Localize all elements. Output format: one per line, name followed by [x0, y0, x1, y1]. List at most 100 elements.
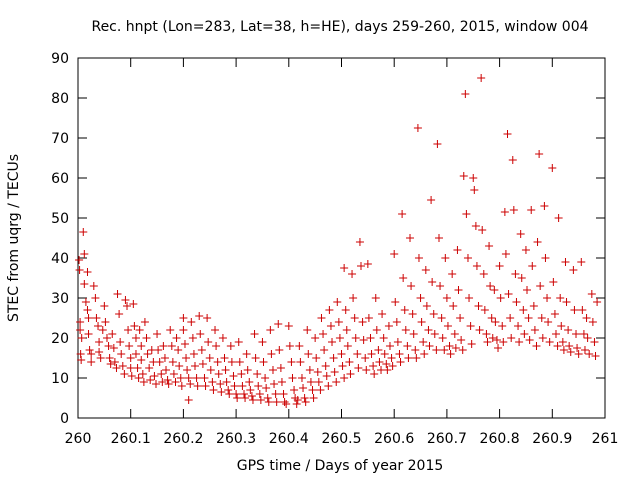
data-point [541, 254, 550, 262]
data-point [326, 322, 335, 330]
data-point [524, 314, 533, 322]
data-point [548, 164, 557, 172]
data-point [311, 334, 320, 342]
data-point [559, 346, 568, 354]
data-point [443, 322, 452, 330]
data-point [225, 390, 234, 398]
data-point [490, 286, 499, 294]
data-point [549, 278, 558, 286]
data-point [553, 342, 562, 350]
data-point [350, 314, 359, 322]
data-point [353, 350, 362, 358]
data-point [129, 300, 138, 308]
data-point [335, 334, 344, 342]
data-point [109, 344, 118, 352]
x-axis-label: GPS time / Days of year 2015 [237, 458, 444, 474]
data-point [306, 378, 315, 386]
data-point [345, 358, 354, 366]
data-point [227, 358, 236, 366]
data-point [143, 350, 152, 358]
data-point [501, 250, 510, 258]
data-point [117, 350, 126, 358]
data-point [124, 326, 133, 334]
data-point [213, 358, 222, 366]
data-point [142, 334, 151, 342]
data-point [393, 338, 402, 346]
y-tick-label: 90 [51, 51, 69, 67]
data-point [135, 326, 144, 334]
data-point [593, 298, 602, 306]
data-point [176, 374, 185, 382]
data-point [332, 378, 341, 386]
y-tick-label: 10 [51, 371, 69, 387]
data-point [557, 322, 566, 330]
data-point [121, 296, 130, 304]
data-point [572, 330, 581, 338]
data-point [187, 318, 196, 326]
data-point [442, 294, 451, 302]
data-point [348, 270, 357, 278]
data-point [104, 342, 113, 350]
data-point [401, 326, 410, 334]
data-point [407, 282, 416, 290]
data-point [183, 366, 192, 374]
data-point [282, 400, 291, 408]
data-point [361, 354, 370, 362]
data-point [158, 378, 167, 386]
data-point [226, 342, 235, 350]
data-point [299, 384, 308, 392]
data-point [543, 294, 552, 302]
data-point [79, 228, 88, 236]
data-point [330, 368, 339, 376]
data-point [566, 348, 575, 356]
data-point [371, 294, 380, 302]
data-point [316, 386, 325, 394]
data-point [343, 342, 352, 350]
data-point [544, 318, 553, 326]
data-point [268, 366, 277, 374]
data-point [358, 318, 367, 326]
x-tick-label: 260.8 [480, 431, 520, 447]
data-point [275, 346, 284, 354]
data-point [525, 336, 534, 344]
data-point [427, 196, 436, 204]
data-point [520, 330, 529, 338]
data-point [167, 342, 176, 350]
data-point [540, 202, 549, 210]
data-point [95, 338, 104, 346]
data-point [457, 336, 466, 344]
data-point [585, 350, 594, 358]
data-point [87, 350, 96, 358]
y-tick-label: 40 [51, 251, 69, 267]
data-point [251, 354, 260, 362]
data-point [98, 326, 107, 334]
data-point [274, 320, 283, 328]
data-point [533, 238, 542, 246]
data-point [216, 380, 225, 388]
data-point [259, 358, 268, 366]
data-point [538, 334, 547, 342]
data-point [232, 390, 241, 398]
data-point [301, 398, 310, 406]
data-point [75, 256, 84, 264]
data-point [384, 322, 393, 330]
data-point [474, 302, 483, 310]
data-point [77, 334, 86, 342]
data-point [494, 344, 503, 352]
data-point [486, 282, 495, 290]
data-point [396, 358, 405, 366]
data-point [425, 342, 434, 350]
data-point [164, 380, 173, 388]
data-point [126, 354, 135, 362]
data-point [266, 326, 275, 334]
data-point [408, 310, 417, 318]
data-point [462, 210, 471, 218]
data-point [467, 340, 476, 348]
data-point [264, 398, 273, 406]
data-point [137, 356, 146, 364]
data-point [359, 336, 368, 344]
data-point [303, 326, 312, 334]
data-point [364, 314, 373, 322]
data-point [356, 262, 365, 270]
data-point [411, 346, 420, 354]
